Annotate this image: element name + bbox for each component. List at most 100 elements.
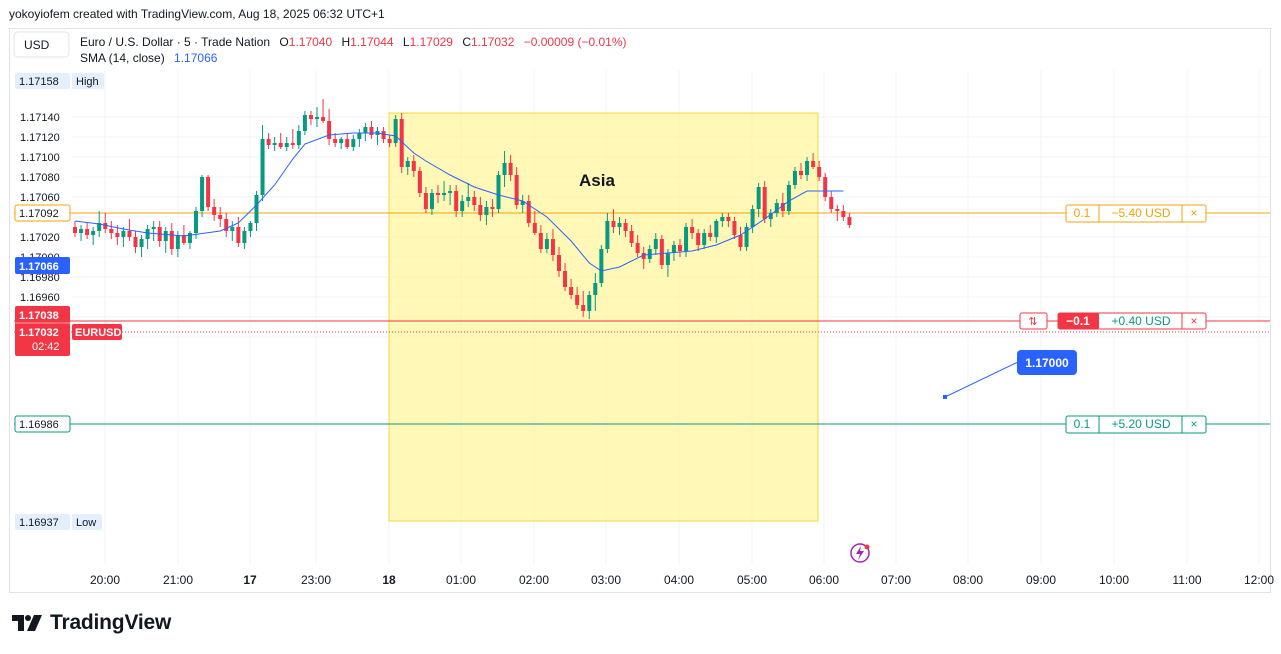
y-tick-label: 1.16980 [20,272,60,284]
candle [841,205,846,221]
candle [792,167,797,189]
candle [526,195,531,227]
candle [369,121,374,139]
candle-body [115,233,120,237]
candle [623,219,628,237]
candle [817,161,822,181]
candle-body [538,233,543,249]
candle [375,127,380,145]
candle-body [181,235,186,243]
candle-body [284,143,289,147]
candle-body [732,221,737,235]
candle [617,217,622,235]
candle-body [792,171,797,185]
candle [702,229,707,249]
candle-body [587,295,592,311]
candle [254,191,259,231]
x-tick-label: 18 [382,573,396,587]
sma-price-label: 1.17066 [15,257,70,274]
lightning-icon[interactable] [850,543,870,563]
candle-body [296,131,301,145]
candle [496,171,501,213]
candle-body [569,287,574,295]
candle-body [399,119,404,167]
candle [242,227,247,249]
candle-body [187,233,192,243]
candle-body [133,237,138,247]
candle-body [429,193,434,209]
x-tick-label: 03:00 [591,573,621,587]
candle [79,225,84,241]
candle-body [514,175,519,205]
x-tick-label: 04:00 [664,573,694,587]
candle [442,181,447,201]
candle [308,111,313,125]
candle [502,151,507,187]
candle [218,207,223,227]
tp-close-icon[interactable]: × [1190,206,1197,220]
candle [315,107,319,127]
candle [351,135,356,151]
currency-button[interactable]: USD [13,31,70,58]
legend-ohlc: Euro / U.S. Dollar · 5 · Trade Nation O1… [80,35,626,49]
candle-body [823,177,828,197]
trend-line[interactable] [944,361,1019,398]
price-bubble-text: 1.17000 [1025,356,1069,370]
candle-body [411,161,416,171]
price-bubble[interactable]: 1.17000 [1017,350,1077,375]
session-box-asia[interactable] [388,112,819,522]
candle-body [720,217,725,221]
candle [145,225,150,249]
candle-body [91,231,96,235]
candle-body [139,239,144,247]
candles [73,99,852,319]
tradingview-logo-icon [12,615,42,631]
entry-value: 1.17038 [19,310,59,322]
candle-body [544,239,549,249]
candle-body [714,221,719,237]
candle-body [369,127,374,135]
candle [200,175,205,217]
reverse-position-icon[interactable]: ⇅ [1028,315,1037,328]
candle [284,137,289,151]
sl-close-icon[interactable]: × [1190,417,1197,431]
chart-canvas[interactable]: Asia 1.17000 1.17140 1.17120 1.17100 1.1708… [0,0,1281,600]
trend-line-anchor[interactable] [943,395,947,399]
entry-order-widget[interactable]: ⇅ −0.1 +0.40 USD × [1019,312,1207,330]
candle [811,153,816,169]
candle [629,225,634,247]
candle [671,241,676,261]
candle [805,157,810,181]
candle-body [302,115,307,131]
tp-order-widget[interactable]: 0.1 −5.40 USD × [1065,204,1207,223]
candle-body [817,167,822,177]
candle [720,213,725,227]
candle-body [738,235,743,247]
candle-body [508,163,513,175]
candle-body [466,197,471,201]
candle-body [684,227,689,251]
candle-body [756,187,761,209]
high-value: 1.17158 [19,76,59,88]
y-tick-label: 1.17020 [20,232,60,244]
candle-body [212,207,217,215]
candle [835,205,840,221]
candle [405,157,410,175]
x-tick-label: 11:00 [1172,573,1201,587]
sl-value: 1.16986 [19,419,59,431]
tradingview-logo: TradingView [12,611,171,635]
candle [611,209,616,233]
x-tick-label: 10:00 [1099,573,1129,587]
candle-body [768,213,773,219]
candle-body [351,139,356,147]
entry-close-icon[interactable]: × [1190,314,1197,328]
candle [139,235,144,257]
y-tick-label: 1.17100 [20,152,60,164]
candle-body [593,283,598,295]
candle-body [236,227,241,243]
candle-body [308,115,313,119]
candle-body [635,243,640,253]
low-label: 1.16937 Low [15,514,102,530]
candle [569,279,574,299]
sl-order-widget[interactable]: 0.1 +5.20 USD × [1065,415,1207,434]
